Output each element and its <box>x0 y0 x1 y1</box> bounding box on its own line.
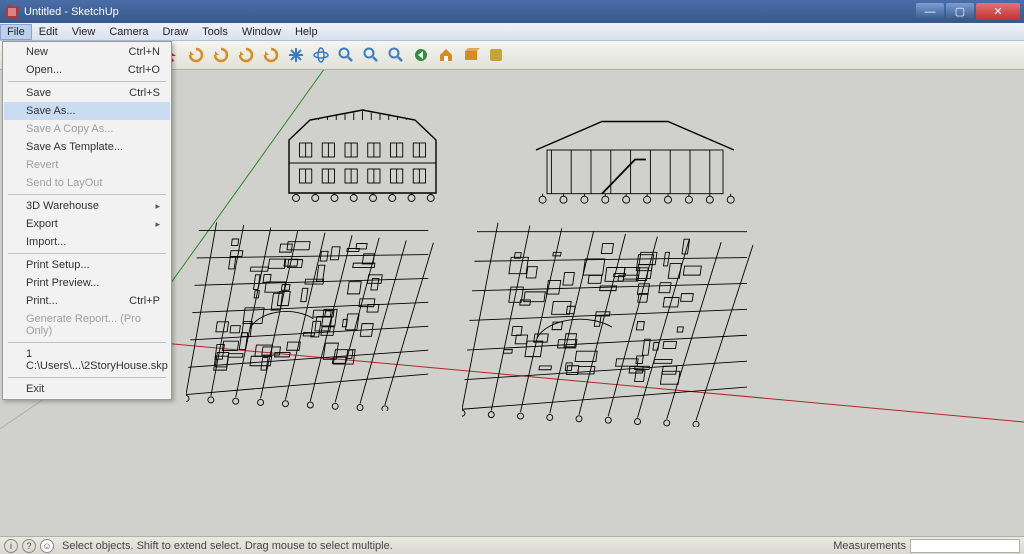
window-title: Untitled - SketchUp <box>24 6 916 18</box>
menu-item-save-as-template[interactable]: Save As Template... <box>4 138 170 156</box>
orbit-left-icon[interactable] <box>235 44 257 66</box>
orbit-right-icon[interactable] <box>260 44 282 66</box>
file-menu-dropdown: NewCtrl+NOpen...Ctrl+O SaveCtrl+SSave As.… <box>2 41 172 400</box>
status-info-icon[interactable]: i <box>4 539 18 553</box>
menu-draw[interactable]: Draw <box>155 24 195 40</box>
menu-edit[interactable]: Edit <box>32 24 65 40</box>
menu-item-save-a-copy-as: Save A Copy As... <box>4 120 170 138</box>
measurements-input[interactable] <box>910 539 1020 553</box>
measurements-label: Measurements <box>833 540 906 552</box>
component-icon[interactable] <box>460 44 482 66</box>
status-bar: i ? ☺ Select objects. Shift to extend se… <box>0 536 1024 554</box>
menu-item-save[interactable]: SaveCtrl+S <box>4 84 170 102</box>
menu-window[interactable]: Window <box>235 24 288 40</box>
paint-icon[interactable] <box>485 44 507 66</box>
menu-camera[interactable]: Camera <box>102 24 155 40</box>
status-help-icon[interactable]: ? <box>22 539 36 553</box>
menu-item-print-preview[interactable]: Print Preview... <box>4 274 170 292</box>
menu-item-print[interactable]: Print...Ctrl+P <box>4 292 170 310</box>
menu-item-print-setup[interactable]: Print Setup... <box>4 256 170 274</box>
pan-icon[interactable] <box>285 44 307 66</box>
menu-item-exit[interactable]: Exit <box>4 380 170 398</box>
zoom-extents-icon[interactable] <box>360 44 382 66</box>
menu-item-revert: Revert <box>4 156 170 174</box>
window-controls: — ▢ ✕ <box>916 3 1020 20</box>
menu-item-import[interactable]: Import... <box>4 233 170 251</box>
menu-item-new[interactable]: NewCtrl+N <box>4 43 170 61</box>
menu-separator <box>8 194 166 195</box>
maximize-button[interactable]: ▢ <box>946 3 974 20</box>
menu-view[interactable]: View <box>65 24 103 40</box>
menu-item-send-to-layout: Send to LayOut <box>4 174 170 192</box>
app-icon <box>4 4 20 20</box>
menu-item-1-c-users-2storyhouse-skp[interactable]: 1 C:\Users\...\2StoryHouse.skp <box>4 345 170 375</box>
zoom-icon[interactable] <box>335 44 357 66</box>
house-icon[interactable] <box>435 44 457 66</box>
menu-item-3d-warehouse[interactable]: 3D Warehouse <box>4 197 170 215</box>
menu-tools[interactable]: Tools <box>195 24 235 40</box>
undo-icon[interactable] <box>210 44 232 66</box>
menu-item-export[interactable]: Export <box>4 215 170 233</box>
elevation-front <box>275 105 450 205</box>
previous-icon[interactable] <box>410 44 432 66</box>
elevation-side <box>525 112 745 207</box>
menu-item-generate-report-pro-only: Generate Report... (Pro Only) <box>4 310 170 340</box>
menu-separator <box>8 342 166 343</box>
menu-item-save-as[interactable]: Save As... <box>4 102 170 120</box>
floor-plan-2 <box>462 205 762 427</box>
minimize-button[interactable]: — <box>916 3 944 20</box>
menu-bar: FileEditViewCameraDrawToolsWindowHelp <box>0 23 1024 41</box>
close-button[interactable]: ✕ <box>976 3 1020 20</box>
redo-icon[interactable] <box>185 44 207 66</box>
orbit-icon[interactable] <box>310 44 332 66</box>
floor-plan-1 <box>186 206 441 411</box>
menu-separator <box>8 377 166 378</box>
title-bar: Untitled - SketchUp — ▢ ✕ <box>0 0 1024 23</box>
menu-separator <box>8 81 166 82</box>
zoom-window-icon[interactable] <box>385 44 407 66</box>
status-hint: Select objects. Shift to extend select. … <box>62 540 833 552</box>
menu-item-open[interactable]: Open...Ctrl+O <box>4 61 170 79</box>
menu-help[interactable]: Help <box>288 24 325 40</box>
menu-file[interactable]: File <box>0 24 32 40</box>
menu-separator <box>8 253 166 254</box>
status-user-icon[interactable]: ☺ <box>40 539 54 553</box>
